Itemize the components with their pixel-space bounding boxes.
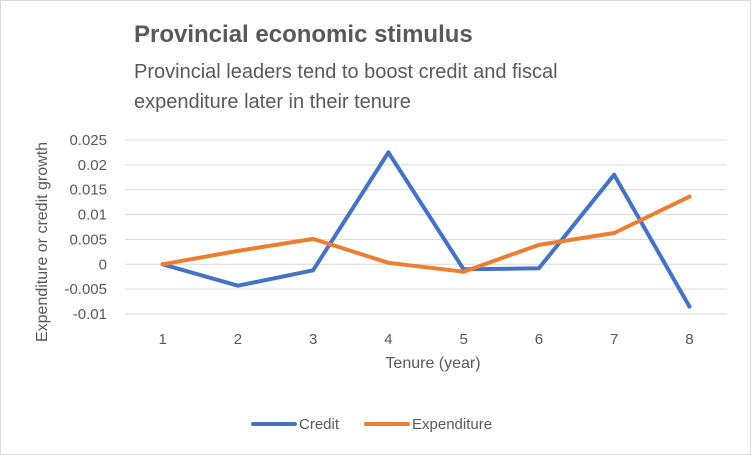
legend-label: Expenditure <box>412 416 492 433</box>
data-point-credit <box>235 283 240 288</box>
data-point-credit <box>386 150 391 155</box>
data-point-credit <box>311 268 316 273</box>
x-tick-label: 7 <box>610 331 618 348</box>
x-tick-label: 4 <box>384 331 392 348</box>
x-tick-label: 1 <box>158 331 166 348</box>
legend: Credit Expenditure <box>251 416 492 433</box>
y-tick-labels: -0.01 -0.005 0 0.005 0.01 0.015 0.02 0.025 <box>64 132 107 323</box>
y-tick-label: -0.005 <box>64 281 107 298</box>
x-tick-label: 2 <box>234 331 242 348</box>
x-tick-label: 6 <box>535 331 543 348</box>
data-point-credit <box>536 266 541 271</box>
chart-title: Provincial economic stimulus <box>134 21 473 48</box>
data-point-expenditure <box>536 242 541 247</box>
x-tick-label: 5 <box>459 331 467 348</box>
series-line-credit <box>160 150 692 309</box>
data-point-credit <box>687 304 692 309</box>
legend-label: Credit <box>299 416 340 433</box>
data-point-expenditure <box>160 262 165 267</box>
data-point-expenditure <box>311 236 316 241</box>
data-point-expenditure <box>687 194 692 199</box>
data-point-expenditure <box>461 269 466 274</box>
y-tick-label: 0.015 <box>69 182 107 199</box>
legend-item-credit: Credit <box>251 416 340 433</box>
chart-subtitle: Provincial leaders tend to boost credit … <box>134 61 558 113</box>
data-point-credit <box>612 172 617 177</box>
x-tick-label: 8 <box>685 331 693 348</box>
gridlines <box>125 139 727 315</box>
y-tick-label: 0.005 <box>69 231 107 248</box>
series-line-expenditure <box>160 194 692 274</box>
data-point-expenditure <box>386 260 391 265</box>
series-lines <box>160 150 692 309</box>
data-point-expenditure <box>235 248 240 253</box>
y-tick-label: 0.02 <box>78 157 107 174</box>
y-axis-label: Expenditure or credit growth <box>34 142 51 342</box>
x-axis-label: Tenure (year) <box>385 355 480 372</box>
x-tick-labels: 1 2 3 4 5 6 7 8 <box>158 331 693 348</box>
legend-item-expenditure: Expenditure <box>364 416 492 433</box>
x-tick-label: 3 <box>309 331 317 348</box>
y-tick-label: 0.01 <box>78 207 107 224</box>
y-tick-label: 0 <box>99 256 107 273</box>
data-point-expenditure <box>612 230 617 235</box>
y-tick-label: 0.025 <box>69 132 107 149</box>
y-tick-label: -0.01 <box>73 306 107 323</box>
